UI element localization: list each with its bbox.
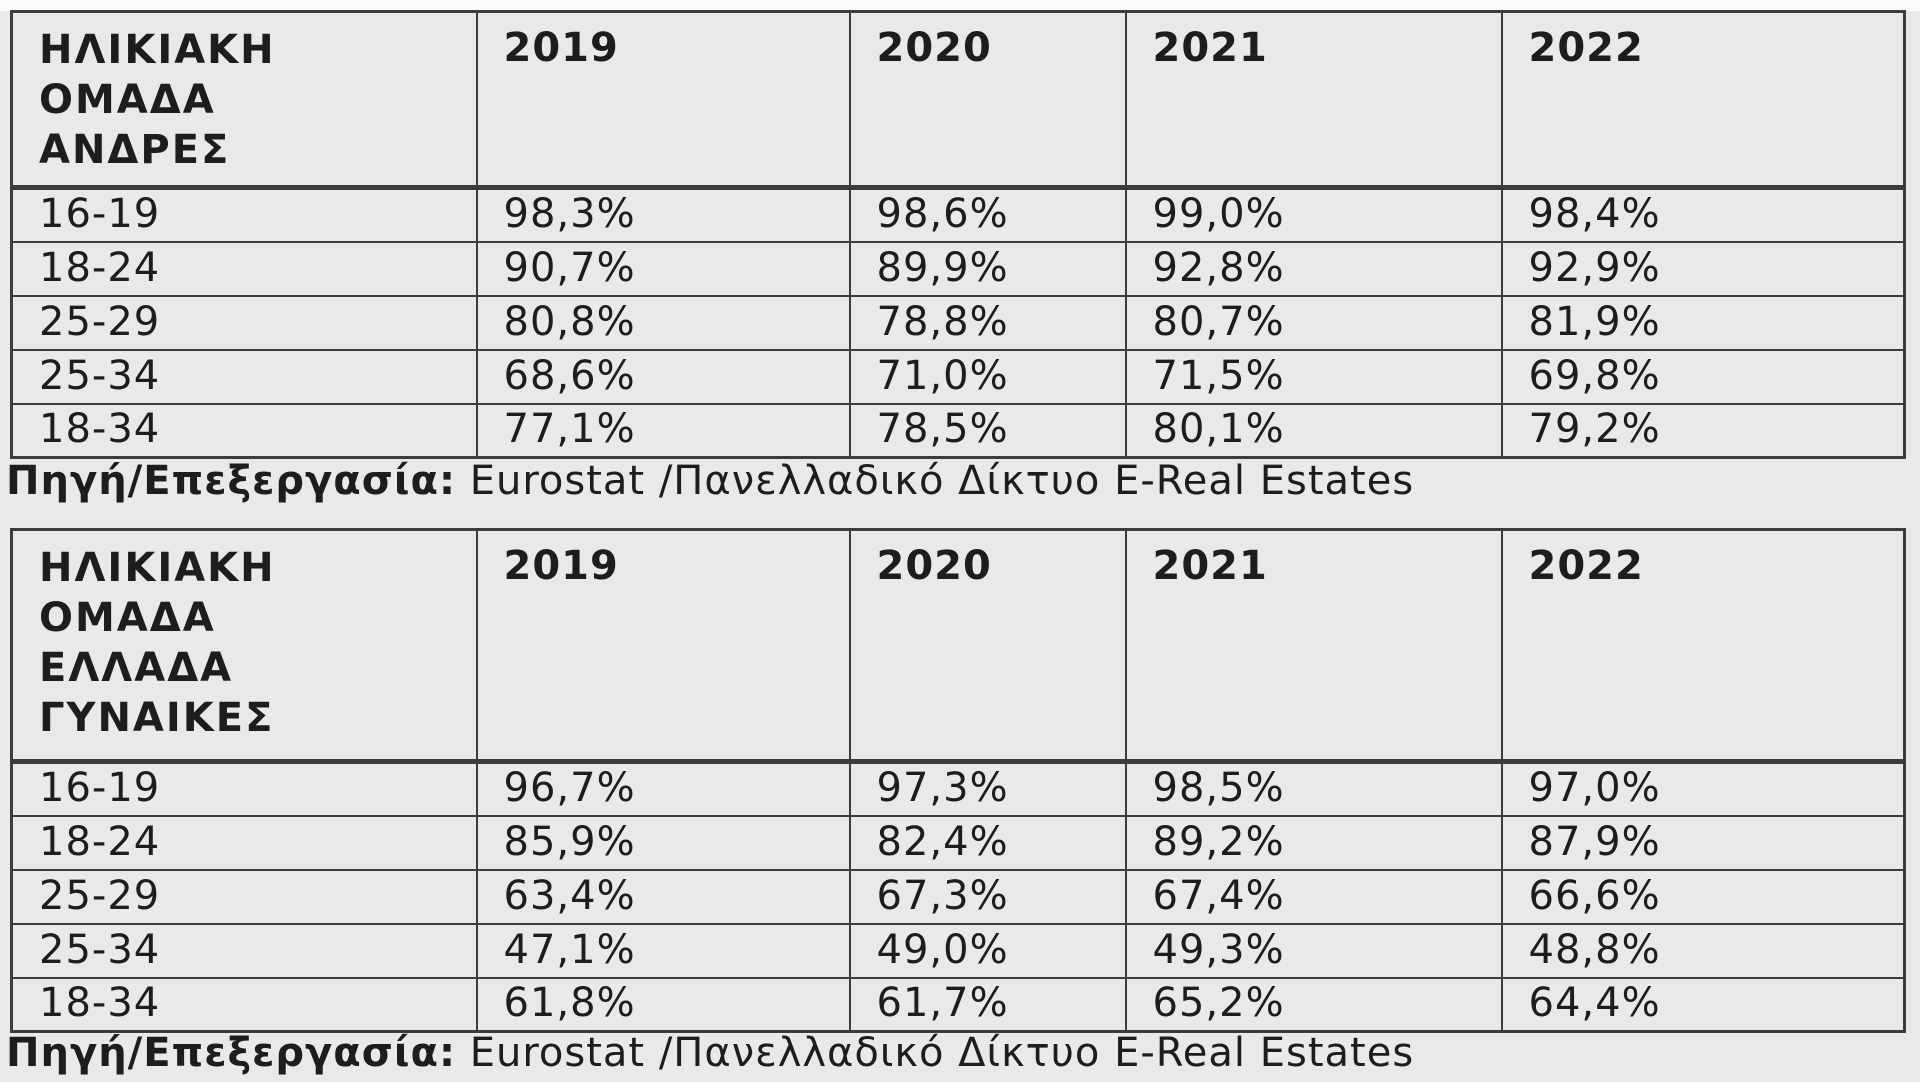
value-cell: 71,5% bbox=[1124, 348, 1503, 405]
header-line: ΟΜΑΔΑ bbox=[39, 77, 216, 123]
year-header-2021: 2021 bbox=[1124, 528, 1503, 764]
value-cell: 69,8% bbox=[1500, 348, 1906, 405]
value-cell: 80,7% bbox=[1124, 294, 1503, 351]
value-cell: 71,0% bbox=[848, 348, 1127, 405]
value-cell: 98,3% bbox=[475, 186, 851, 243]
value-cell: 99,0% bbox=[1124, 186, 1503, 243]
value-cell: 79,2% bbox=[1500, 402, 1906, 459]
header-line: ΕΛΛΑΔΑ bbox=[39, 645, 234, 691]
value-cell: 90,7% bbox=[475, 240, 851, 297]
table-row: 25-34 68,6% 71,0% 71,5% 69,8% bbox=[10, 348, 1906, 405]
age-cell: 18-34 bbox=[10, 402, 478, 459]
value-cell: 47,1% bbox=[475, 922, 851, 979]
age-cell: 25-34 bbox=[10, 922, 478, 979]
value-cell: 65,2% bbox=[1124, 976, 1503, 1033]
age-cell: 18-24 bbox=[10, 814, 478, 871]
employment-table-women: ΗΛΙΚΙΑΚΗ ΟΜΑΔΑ ΕΛΛΑΔΑ ΓΥΝΑΙΚΕΣ 2019 2020… bbox=[10, 528, 1906, 1033]
header-line: ΗΛΙΚΙΑΚΗ bbox=[39, 27, 276, 73]
value-cell: 77,1% bbox=[475, 402, 851, 459]
year-header-2019: 2019 bbox=[475, 10, 851, 190]
value-cell: 98,4% bbox=[1500, 186, 1906, 243]
value-cell: 97,3% bbox=[848, 760, 1127, 817]
value-cell: 48,8% bbox=[1500, 922, 1906, 979]
year-header-2020: 2020 bbox=[848, 10, 1127, 190]
table-row: 18-34 61,8% 61,7% 65,2% 64,4% bbox=[10, 976, 1906, 1033]
value-cell: 49,3% bbox=[1124, 922, 1503, 979]
source-text: Eurostat /Πανελλαδικό Δίκτυο E-Real Esta… bbox=[456, 1030, 1415, 1076]
value-cell: 96,7% bbox=[475, 760, 851, 817]
value-cell: 81,9% bbox=[1500, 294, 1906, 351]
header-row: ΗΛΙΚΙΑΚΗ ΟΜΑΔΑ ΕΛΛΑΔΑ ΓΥΝΑΙΚΕΣ 2019 2020… bbox=[10, 528, 1906, 764]
table-row: 25-29 80,8% 78,8% 80,7% 81,9% bbox=[10, 294, 1906, 351]
value-cell: 80,8% bbox=[475, 294, 851, 351]
value-cell: 64,4% bbox=[1500, 976, 1906, 1033]
value-cell: 89,2% bbox=[1124, 814, 1503, 871]
value-cell: 66,6% bbox=[1500, 868, 1906, 925]
year-header-2021: 2021 bbox=[1124, 10, 1503, 190]
table-row: 18-24 85,9% 82,4% 89,2% 87,9% bbox=[10, 814, 1906, 871]
value-cell: 80,1% bbox=[1124, 402, 1503, 459]
value-cell: 98,5% bbox=[1124, 760, 1503, 817]
source-caption-men: Πηγή/Επεξεργασία: Eurostat /Πανελλαδικό … bbox=[6, 452, 1414, 510]
value-cell: 49,0% bbox=[848, 922, 1127, 979]
value-cell: 78,8% bbox=[848, 294, 1127, 351]
source-caption-women: Πηγή/Επεξεργασία: Eurostat /Πανελλαδικό … bbox=[6, 1024, 1414, 1082]
value-cell: 63,4% bbox=[475, 868, 851, 925]
table-row: 16-19 96,7% 97,3% 98,5% 97,0% bbox=[10, 760, 1906, 817]
value-cell: 97,0% bbox=[1500, 760, 1906, 817]
age-cell: 25-29 bbox=[10, 294, 478, 351]
age-cell: 18-24 bbox=[10, 240, 478, 297]
value-cell: 67,4% bbox=[1124, 868, 1503, 925]
value-cell: 98,6% bbox=[848, 186, 1127, 243]
source-label: Πηγή/Επεξεργασία: bbox=[6, 1030, 456, 1076]
table-row: 16-19 98,3% 98,6% 99,0% 98,4% bbox=[10, 186, 1906, 243]
employment-table-men: ΗΛΙΚΙΑΚΗ ΟΜΑΔΑ ΑΝΔΡΕΣ 2019 2020 2021 202… bbox=[10, 10, 1906, 459]
year-header-2019: 2019 bbox=[475, 528, 851, 764]
age-cell: 16-19 bbox=[10, 186, 478, 243]
value-cell: 68,6% bbox=[475, 348, 851, 405]
value-cell: 82,4% bbox=[848, 814, 1127, 871]
header-line: ΟΜΑΔΑ bbox=[39, 595, 216, 641]
year-header-2022: 2022 bbox=[1500, 10, 1906, 190]
table-row: 25-29 63,4% 67,3% 67,4% 66,6% bbox=[10, 868, 1906, 925]
table-row: 18-24 90,7% 89,9% 92,8% 92,9% bbox=[10, 240, 1906, 297]
table-row: 18-34 77,1% 78,5% 80,1% 79,2% bbox=[10, 402, 1906, 459]
value-cell: 67,3% bbox=[848, 868, 1127, 925]
year-header-2020: 2020 bbox=[848, 528, 1127, 764]
value-cell: 85,9% bbox=[475, 814, 851, 871]
age-group-header-men: ΗΛΙΚΙΑΚΗ ΟΜΑΔΑ ΑΝΔΡΕΣ bbox=[10, 10, 478, 190]
source-text: Eurostat /Πανελλαδικό Δίκτυο E-Real Esta… bbox=[456, 458, 1415, 504]
value-cell: 61,7% bbox=[848, 976, 1127, 1033]
age-group-header-women: ΗΛΙΚΙΑΚΗ ΟΜΑΔΑ ΕΛΛΑΔΑ ΓΥΝΑΙΚΕΣ bbox=[10, 528, 478, 764]
age-cell: 25-29 bbox=[10, 868, 478, 925]
value-cell: 78,5% bbox=[848, 402, 1127, 459]
age-cell: 18-34 bbox=[10, 976, 478, 1033]
header-line: ΗΛΙΚΙΑΚΗ bbox=[39, 545, 276, 591]
value-cell: 92,8% bbox=[1124, 240, 1503, 297]
top-margin-strip bbox=[0, 0, 1920, 11]
value-cell: 89,9% bbox=[848, 240, 1127, 297]
age-cell: 16-19 bbox=[10, 760, 478, 817]
header-line: ΓΥΝΑΙΚΕΣ bbox=[39, 695, 275, 741]
age-cell: 25-34 bbox=[10, 348, 478, 405]
value-cell: 61,8% bbox=[475, 976, 851, 1033]
header-row: ΗΛΙΚΙΑΚΗ ΟΜΑΔΑ ΑΝΔΡΕΣ 2019 2020 2021 202… bbox=[10, 10, 1906, 190]
source-label: Πηγή/Επεξεργασία: bbox=[6, 458, 456, 504]
header-line: ΑΝΔΡΕΣ bbox=[39, 127, 231, 173]
table-row: 25-34 47,1% 49,0% 49,3% 48,8% bbox=[10, 922, 1906, 979]
value-cell: 92,9% bbox=[1500, 240, 1906, 297]
value-cell: 87,9% bbox=[1500, 814, 1906, 871]
year-header-2022: 2022 bbox=[1500, 528, 1906, 764]
